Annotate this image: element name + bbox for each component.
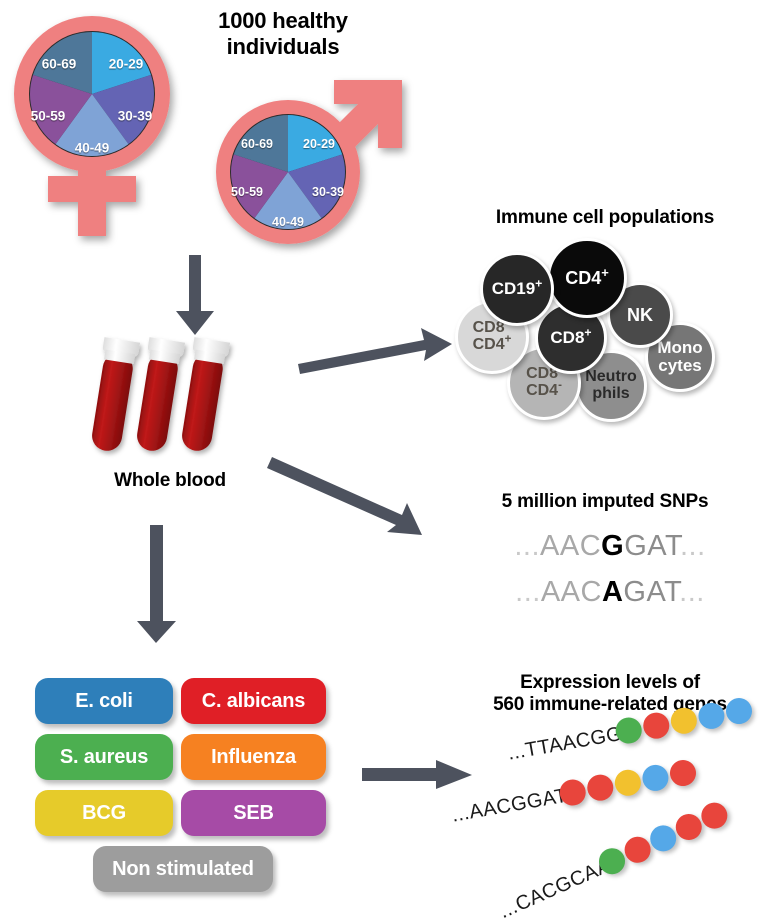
- page-title-cohort: 1000 healthy individuals: [168, 8, 398, 59]
- stimulus-chip-e-coli[interactable]: E. coli: [35, 678, 173, 724]
- female-symbol-icon: [14, 16, 170, 236]
- expression-bead: [585, 772, 616, 803]
- snp-flank-left: AAC: [540, 530, 602, 562]
- stimulus-chip-label: BCG: [82, 801, 126, 824]
- label-whole-blood: Whole blood: [114, 470, 226, 491]
- male-symbol-with-age-pie: 20-29 30-39 40-49 50-59 60-69: [206, 76, 406, 256]
- arrow-blood-to-stimuli: [137, 525, 176, 643]
- immune-cell-cd19: CD19+: [480, 252, 554, 326]
- snp-ellipsis-left: ...: [515, 576, 541, 608]
- stimulus-chip-label: Non stimulated: [112, 857, 254, 880]
- female-symbol-with-age-pie: 20-29 30-39 40-49 50-59 60-69: [4, 6, 184, 246]
- pie-wedge-60-69: [233, 115, 288, 172]
- pie-wedge-30-39: [92, 74, 154, 145]
- pie-wedge-60-69: [33, 32, 92, 94]
- expression-bead: [640, 762, 671, 793]
- immune-cell-cd4: CD4+: [547, 238, 627, 318]
- immune-cell-label: CD4+: [565, 264, 609, 288]
- stimuli-chip-group: E. coli C. albicans S. aureus Influenza BCG S…: [35, 678, 335, 893]
- stimulus-chip-seb[interactable]: SEB: [181, 790, 326, 836]
- section-title-snps: 5 million imputed SNPs: [501, 491, 709, 512]
- pie-wedge-20-29: [288, 115, 343, 172]
- snp-ellipsis-right: ...: [679, 576, 705, 608]
- expression-title-line-2: 560 immune-related genes: [493, 694, 727, 716]
- snp-variant-base: A: [601, 576, 624, 608]
- expression-bead: [667, 757, 699, 789]
- stimulus-chip-c-albicans[interactable]: C. albicans: [181, 678, 326, 724]
- pie-wedge-40-49: [254, 172, 322, 229]
- expression-strand-sequence: ...TTAACGG: [506, 722, 624, 765]
- stimulus-chip-label: E. coli: [75, 689, 133, 712]
- arrow-cohort-to-blood: [176, 255, 214, 335]
- snp-variant-base: G: [601, 530, 625, 562]
- arrow-stimuli-to-expression: [362, 760, 472, 789]
- stimulus-chip-label: S. aureus: [59, 745, 149, 768]
- immune-cell-label: Neutro phils: [585, 368, 637, 402]
- section-title-immune-cells: Immune cell populations: [495, 207, 715, 228]
- immune-cell-label: NK: [627, 304, 653, 325]
- stimulus-chip-influenza[interactable]: Influenza: [181, 734, 326, 780]
- immune-cell-label: CD8+CD4+: [472, 317, 512, 353]
- expression-bead: [697, 798, 732, 833]
- snp-sequence-row: ...AACGGAT...: [470, 530, 750, 563]
- snp-flank-right: GAT: [624, 530, 680, 562]
- snp-flank-left: AAC: [540, 576, 602, 608]
- stimulus-chip-s-aureus[interactable]: S. aureus: [35, 734, 173, 780]
- section-title-expression: Expression levels of 560 immune-related …: [455, 672, 765, 716]
- pie-wedge-20-29: [92, 32, 151, 94]
- stimulus-chip-label: SEB: [233, 801, 274, 824]
- stimulus-chip-bcg[interactable]: BCG: [35, 790, 173, 836]
- gene-expression-strand-group: ...TTAACGG ...AACGGAT ...CACGCAA: [450, 695, 771, 923]
- stimulus-chip-label: Influenza: [211, 745, 296, 768]
- snp-sequence-row: ...AACAGAT...: [470, 576, 750, 609]
- stimulus-chip-non-stimulated[interactable]: Non stimulated: [93, 846, 273, 892]
- immune-cell-population-cluster: CD19+CD4+CD8+NKCD8+CD4+CD8-CD4-Neutrophi…: [455, 238, 755, 423]
- snp-flank-right: GAT: [623, 576, 680, 608]
- arrow-blood-to-immune: [298, 328, 452, 374]
- immune-cell-label: Mono cytes: [657, 338, 703, 375]
- cohort-title-line-1: 1000 healthy: [218, 8, 348, 33]
- expression-bead: [612, 767, 643, 798]
- pie-wedge-50-59: [30, 74, 92, 145]
- arrow-blood-to-snps: [267, 457, 422, 535]
- stimulus-chip-label: C. albicans: [201, 689, 306, 712]
- expression-title-line-1: Expression levels of: [520, 672, 700, 693]
- immune-cell-mono-cytes: Mono cytes: [645, 322, 715, 392]
- pie-wedge-30-39: [288, 154, 345, 219]
- immune-cell-label: CD19+: [491, 276, 543, 299]
- snp-ellipsis-right: ...: [679, 530, 706, 562]
- male-symbol-icon: [216, 80, 402, 244]
- expression-strand-sequence: ...AACGGAT: [450, 784, 570, 827]
- snp-ellipsis-left: ...: [514, 530, 541, 562]
- blood-tubes-icon: [92, 337, 250, 463]
- pie-wedge-50-59: [231, 154, 288, 219]
- expression-strand-sequence: ...CACGCAA: [496, 854, 615, 924]
- snp-sequence-group: ...AACGGAT... ...AACAGAT...: [470, 530, 750, 620]
- pie-wedge-40-49: [55, 94, 129, 156]
- cohort-title-line-2: individuals: [226, 33, 340, 59]
- immune-cell-label: CD8+: [550, 325, 592, 348]
